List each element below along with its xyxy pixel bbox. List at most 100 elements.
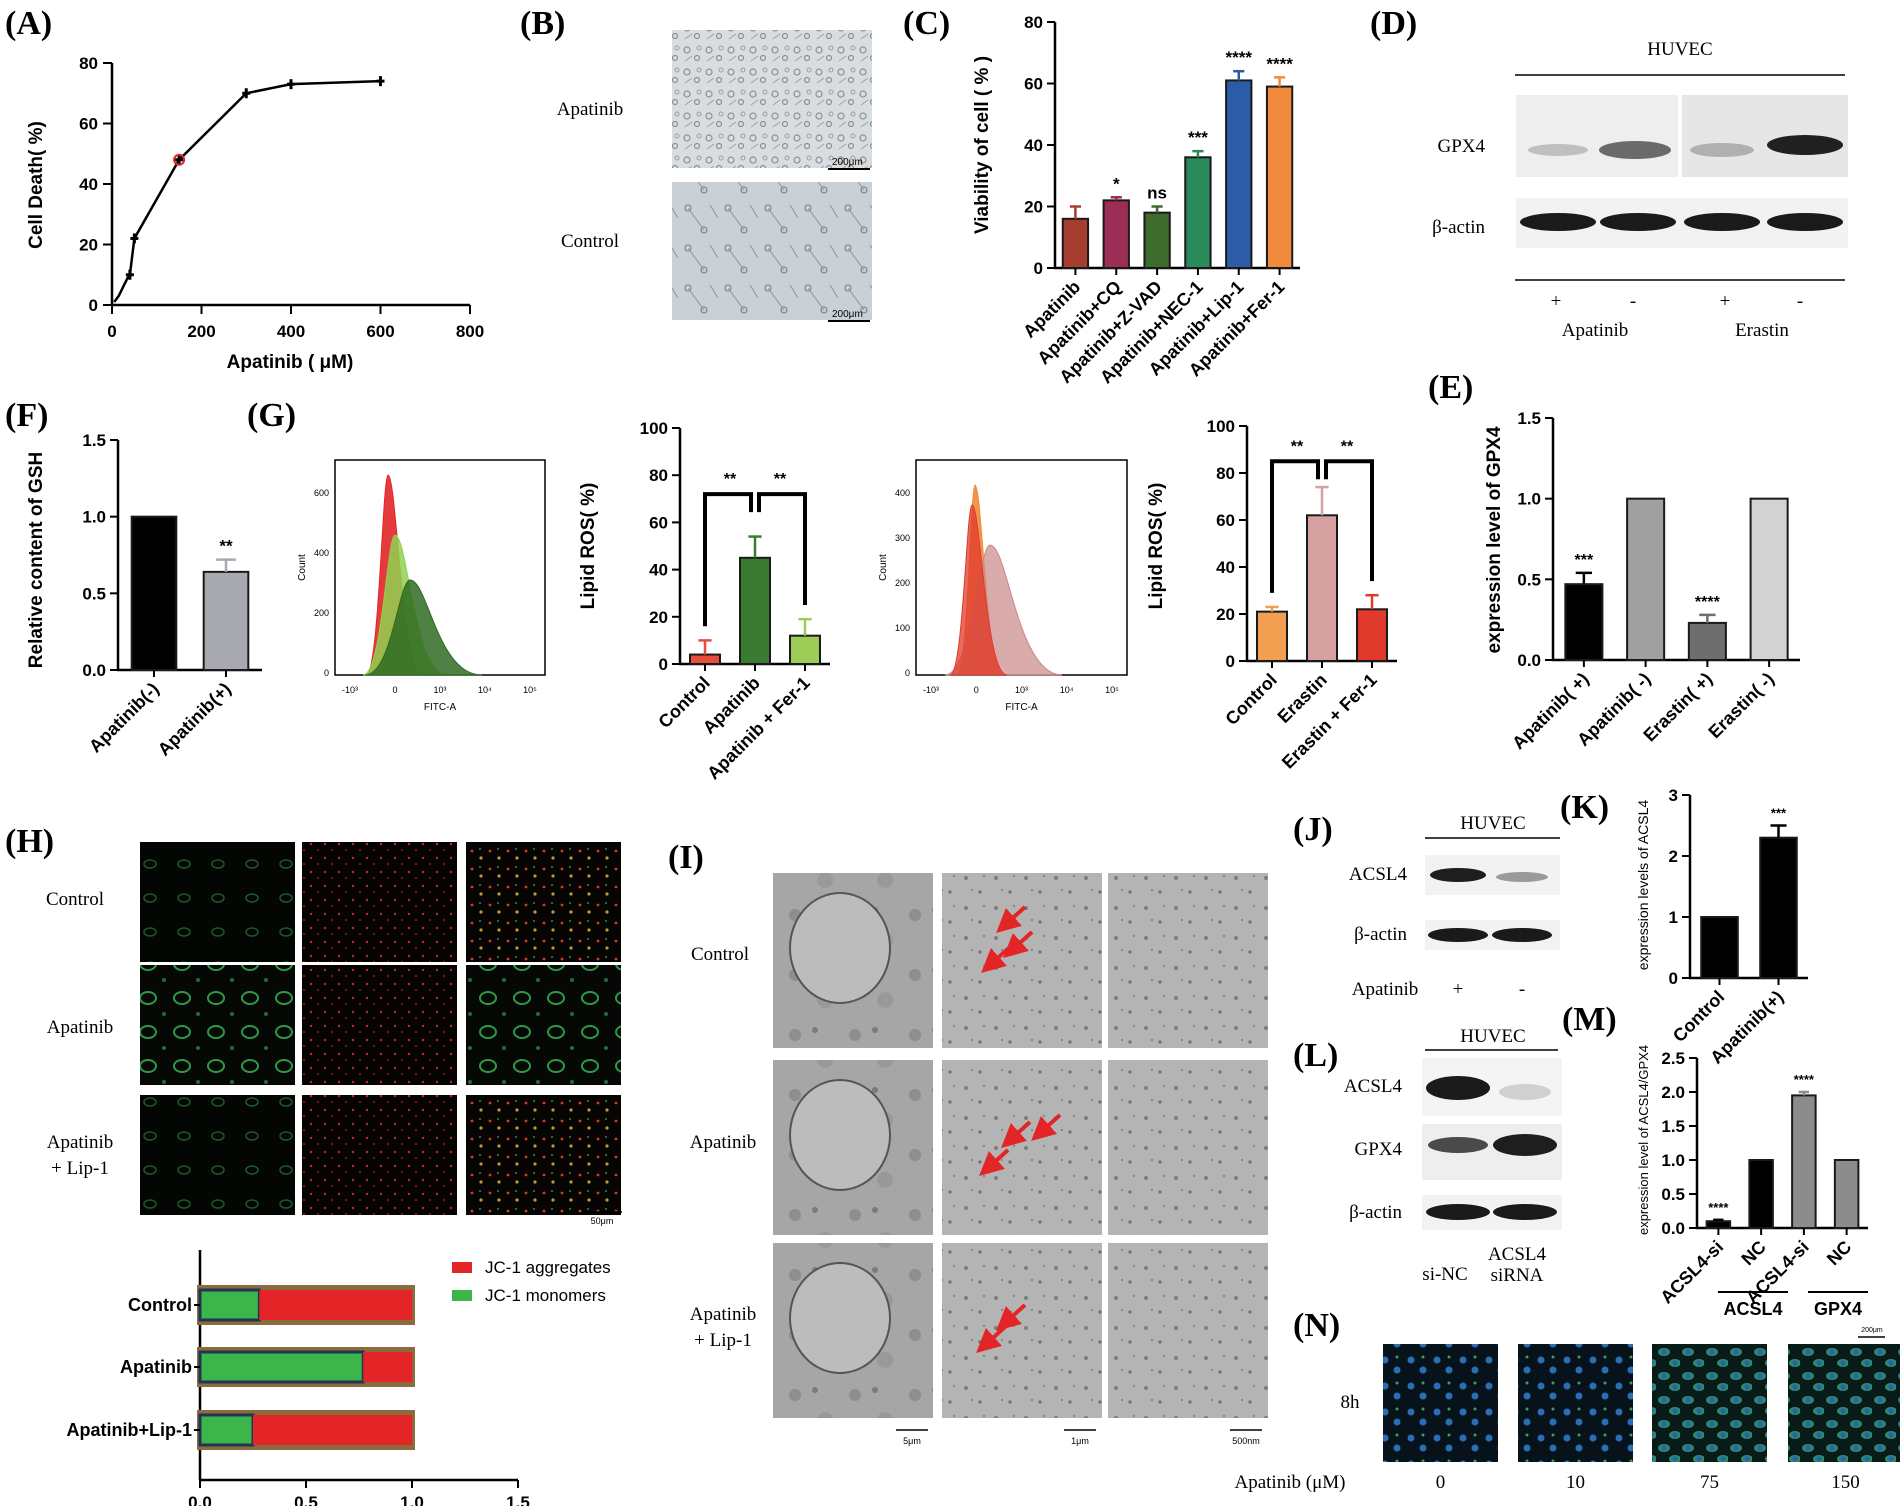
significance-bracket bbox=[1324, 459, 1374, 582]
flow-y-tick: 400 bbox=[895, 488, 910, 498]
flow-histogram bbox=[949, 504, 1008, 676]
blot-row-label: ACSL4 bbox=[1344, 1076, 1403, 1097]
significance-label: * bbox=[1113, 174, 1120, 193]
scale-bar-label: 500nm bbox=[1232, 1436, 1260, 1446]
blot-band bbox=[1520, 213, 1596, 231]
x-tick-label: 0 bbox=[107, 322, 116, 341]
flow-x-tick: 0 bbox=[392, 685, 397, 695]
row-label: Control bbox=[691, 944, 749, 965]
micrograph-control bbox=[672, 182, 872, 320]
category-label: Apatinib+Lip-1 bbox=[67, 1420, 193, 1440]
dose-label: 0 bbox=[1436, 1472, 1446, 1493]
red-arrow-icon bbox=[1001, 1120, 1032, 1149]
group-label: Erastin bbox=[1735, 320, 1789, 341]
dose-label: 150 bbox=[1831, 1472, 1860, 1493]
tem-nucleus bbox=[789, 892, 891, 1004]
panel-label-F: (F) bbox=[5, 397, 48, 434]
row-label: Apatinib bbox=[47, 1017, 114, 1038]
lane-sign: - bbox=[1797, 291, 1803, 312]
significance-label: ** bbox=[1341, 438, 1354, 455]
lane-sign: + bbox=[1551, 291, 1562, 312]
blot-title: HUVEC bbox=[1460, 1026, 1525, 1047]
y-tick-label: 0 bbox=[1034, 259, 1043, 278]
blot-gpx4-left bbox=[1516, 95, 1678, 177]
row-label: Apatinib bbox=[690, 1132, 757, 1153]
blot-band bbox=[1493, 1204, 1557, 1220]
significance-label: ** bbox=[724, 471, 737, 488]
significance-label: *** bbox=[1188, 128, 1208, 147]
y-tick-label: 1.0 bbox=[1517, 490, 1541, 509]
y-tick-label: 40 bbox=[79, 175, 98, 194]
x-tick-label: 0.5 bbox=[294, 1493, 318, 1506]
y-tick-label: 40 bbox=[1024, 136, 1043, 155]
fluorescence-image bbox=[1383, 1344, 1498, 1462]
axis-label: Apatinib (μM) bbox=[1235, 1472, 1346, 1493]
bar bbox=[1700, 916, 1739, 979]
bar bbox=[789, 634, 821, 665]
y-tick-label: 40 bbox=[1216, 558, 1235, 577]
bar-aggregates bbox=[363, 1352, 412, 1382]
flow-y-tick: 300 bbox=[895, 533, 910, 543]
y-tick-label: 1.0 bbox=[1661, 1151, 1685, 1170]
significance-label: **** bbox=[1695, 594, 1721, 611]
significance-bracket bbox=[1270, 459, 1320, 593]
tem-image bbox=[1108, 1060, 1268, 1235]
category-label: NC bbox=[1823, 1237, 1856, 1270]
lane-sign: - bbox=[1519, 979, 1525, 1000]
scale-bar-label: 200μm bbox=[1861, 1327, 1883, 1334]
category-label: Control bbox=[1669, 987, 1728, 1046]
scale-bar-label: 5μm bbox=[903, 1436, 921, 1446]
y-axis-title: expression levels of ACSL4 bbox=[1635, 800, 1651, 971]
blot-band bbox=[1428, 928, 1488, 942]
bar bbox=[1061, 217, 1090, 270]
flow-histogram bbox=[364, 579, 483, 676]
bar bbox=[1102, 199, 1130, 270]
y-tick-label: 2.0 bbox=[1661, 1083, 1685, 1102]
x-tick-label: 0.0 bbox=[188, 1493, 212, 1506]
row-label: Control bbox=[561, 231, 619, 252]
category-label: Apatinib bbox=[120, 1357, 192, 1377]
significance-bracket bbox=[703, 492, 753, 627]
x-tick-label: 1.5 bbox=[506, 1493, 530, 1506]
fluorescence-image bbox=[140, 965, 295, 1085]
tem-image bbox=[942, 1060, 1102, 1235]
dose-label: 10 bbox=[1566, 1472, 1585, 1493]
row-label: 8h bbox=[1341, 1392, 1361, 1413]
blot-band bbox=[1496, 872, 1548, 882]
y-axis-title: expression level of ACSL4/GPX4 bbox=[1636, 1045, 1651, 1235]
bar bbox=[739, 556, 771, 665]
flow-x-title: FITC-A bbox=[1005, 702, 1038, 713]
blot-band bbox=[1767, 213, 1843, 231]
y-tick-label: 20 bbox=[1216, 605, 1235, 624]
y-axis-title: Lipid ROS( %) bbox=[578, 483, 599, 610]
significance-bracket bbox=[757, 492, 807, 605]
flow-x-tick: -10³ bbox=[923, 685, 939, 695]
group-label: Apatinib bbox=[1562, 320, 1629, 341]
panel-label-N: (N) bbox=[1293, 1307, 1340, 1344]
blot-gpx4-right bbox=[1682, 95, 1848, 177]
legend-label: JC-1 aggregates bbox=[485, 1258, 611, 1277]
flow-x-tick: -10³ bbox=[342, 685, 358, 695]
scale-bar-label: 50μm bbox=[591, 1216, 614, 1226]
bar bbox=[1225, 79, 1253, 269]
lane-label: ACSL4 bbox=[1488, 1244, 1547, 1265]
dose-label: 75 bbox=[1700, 1472, 1719, 1493]
highlight-point bbox=[173, 153, 186, 166]
significance-label: ** bbox=[219, 537, 233, 556]
bar bbox=[1564, 583, 1604, 662]
y-tick-label: 3 bbox=[1669, 786, 1678, 805]
blot-band bbox=[1426, 1204, 1490, 1220]
flow-y-tick: 600 bbox=[314, 488, 329, 498]
bar bbox=[1184, 156, 1212, 269]
fluorescence-image bbox=[302, 1095, 457, 1215]
bar bbox=[1687, 621, 1727, 661]
flow-y-title: Count bbox=[878, 554, 889, 581]
bar bbox=[1833, 1159, 1860, 1229]
scale-bar-label: 200μm bbox=[832, 309, 863, 320]
y-tick-label: 80 bbox=[1216, 464, 1235, 483]
bar bbox=[1705, 1220, 1732, 1229]
significance-label: ** bbox=[774, 471, 787, 488]
flow-y-tick: 200 bbox=[895, 578, 910, 588]
y-tick-label: 0 bbox=[89, 296, 98, 315]
x-tick-label: 400 bbox=[277, 322, 305, 341]
